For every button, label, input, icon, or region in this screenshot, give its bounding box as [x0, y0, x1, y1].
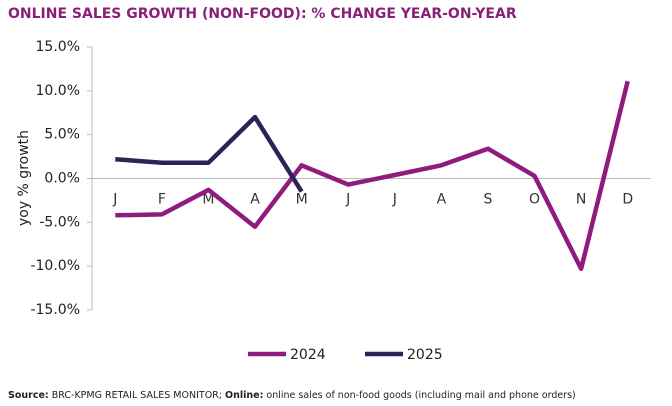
x-tick-label: A [250, 192, 260, 208]
series-line [115, 80, 630, 272]
x-tick-label: A [437, 192, 447, 208]
x-tick-label: J [345, 192, 350, 208]
y-tick-label: 10.0% [36, 83, 80, 99]
y-tick-label: -5.0% [39, 214, 80, 230]
x-tick-label: J [112, 192, 117, 208]
x-tick-label: S [484, 192, 493, 208]
legend-label: 2024 [290, 347, 326, 363]
online-label: Online: [225, 390, 263, 401]
y-axis-label: yoy % growth [16, 130, 32, 226]
x-tick-label: O [529, 192, 540, 208]
source-label: Source: [8, 390, 49, 401]
chart-title: ONLINE SALES GROWTH (NON-FOOD): % CHANGE… [8, 6, 517, 22]
series-line [115, 114, 304, 193]
x-tick-label: D [622, 192, 633, 208]
x-tick-label: N [576, 192, 586, 208]
source-note: Source: BRC-KPMG RETAIL SALES MONITOR; O… [8, 390, 576, 401]
x-tick-label: J [392, 192, 397, 208]
x-tick-label: F [158, 192, 166, 208]
y-tick-label: 5.0% [44, 127, 80, 143]
y-tick-label: -10.0% [30, 258, 80, 274]
x-tick-label: M [296, 192, 308, 208]
legend-label: 2025 [407, 347, 443, 363]
y-tick-label: -15.0% [30, 302, 80, 318]
y-tick-label: 0.0% [44, 171, 80, 187]
source-text: BRC-KPMG RETAIL SALES MONITOR; [52, 390, 222, 401]
online-text: online sales of non-food goods (includin… [266, 390, 575, 401]
y-tick-label: 15.0% [36, 39, 80, 55]
x-tick-label: M [202, 192, 214, 208]
